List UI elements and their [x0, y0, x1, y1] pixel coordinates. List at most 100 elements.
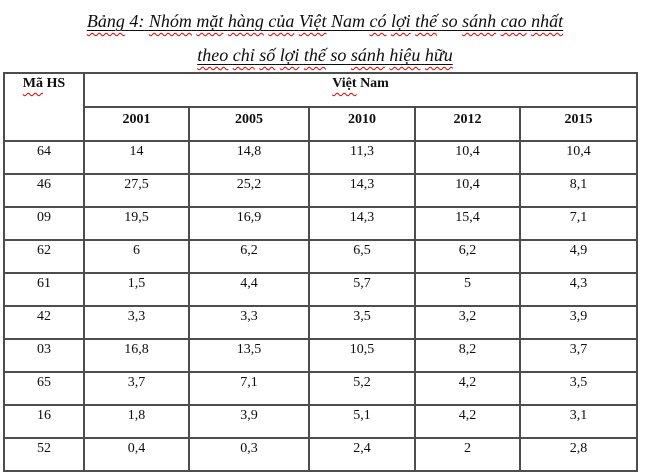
- year-header: 2001: [83, 106, 190, 142]
- hs-code-cell: 16: [3, 404, 85, 439]
- value-cell: 15,4: [414, 206, 521, 241]
- value-cell: 7,1: [188, 371, 310, 406]
- word: Mã: [22, 76, 44, 91]
- word: nhất: [531, 11, 564, 31]
- word: mặt: [196, 11, 224, 31]
- value-cell: 8,1: [518, 173, 639, 208]
- word: của: [268, 11, 295, 31]
- value-cell: 5,2: [308, 371, 416, 406]
- caption-line-1: Bảng 4: Nhóm mặt hàng của Việt Nam có lợ…: [0, 4, 650, 38]
- word: theo: [197, 45, 229, 65]
- value-cell: 6: [83, 239, 190, 274]
- word: so: [441, 11, 458, 31]
- value-cell: 5,1: [308, 404, 416, 439]
- value-cell: 3,9: [188, 404, 310, 439]
- value-cell: 10,5: [308, 338, 416, 373]
- table-row: 03 16,8 13,5 10,5 8,2 3,7: [3, 338, 639, 373]
- hs-code-cell: 46: [3, 173, 85, 208]
- value-cell: 14,3: [308, 173, 416, 208]
- caption-line-1-text: Bảng 4: Nhóm mặt hàng của Việt Nam có lợ…: [87, 11, 563, 31]
- hs-code-header: Mã HS: [3, 72, 85, 142]
- value-cell: 7,1: [518, 206, 639, 241]
- value-cell: 4,2: [414, 404, 521, 439]
- value-cell: 8,2: [414, 338, 521, 373]
- value-cell: 27,5: [83, 173, 190, 208]
- word: 4:: [129, 11, 145, 31]
- word: Bảng: [86, 11, 125, 31]
- value-cell: 3,5: [308, 305, 416, 340]
- value-cell: 14,8: [188, 140, 310, 175]
- value-cell: 13,5: [188, 338, 310, 373]
- word: chỉ: [232, 45, 255, 65]
- word: thế: [303, 45, 326, 65]
- table-row: 64 14 14,8 11,3 10,4 10,4: [3, 140, 639, 175]
- value-cell: 4,2: [414, 371, 521, 406]
- table-row: 62 6 6,2 6,5 6,2 4,9: [3, 239, 639, 274]
- word: số: [259, 45, 276, 65]
- value-cell: 2,8: [518, 437, 639, 472]
- value-cell: 3,7: [83, 371, 190, 406]
- hs-code-cell: 61: [3, 272, 85, 307]
- header-row-years: 2001 2005 2010 2012 2015: [4, 106, 639, 142]
- word: hàng: [227, 11, 264, 31]
- hs-code-cell: 09: [3, 206, 85, 241]
- word: Việt: [298, 11, 327, 31]
- value-cell: 6,2: [414, 239, 521, 274]
- value-cell: 4,3: [518, 272, 639, 307]
- value-cell: 16,9: [188, 206, 310, 241]
- value-cell: 2: [414, 437, 521, 472]
- value-cell: 6,2: [188, 239, 310, 274]
- value-cell: 19,5: [83, 206, 190, 241]
- rca-data-table: Mã HS Việt Nam 2001 2005 2010 2012 2015 …: [3, 72, 639, 472]
- table-body: 64 14 14,8 11,3 10,4 10,4 46 27,5 25,2 14,3 10,4 8,…: [3, 140, 639, 472]
- value-cell: 3,2: [414, 305, 521, 340]
- table-row: 52 0,4 0,3 2,4 2 2,8: [3, 437, 639, 472]
- value-cell: 10,4: [518, 140, 639, 175]
- table-row: 42 3,3 3,3 3,5 3,2 3,9: [3, 305, 639, 340]
- word: Nam: [360, 76, 389, 91]
- value-cell: 0,4: [83, 437, 190, 472]
- word: lợi: [279, 45, 300, 65]
- hs-code-cell: 42: [3, 305, 85, 340]
- value-cell: 10,4: [414, 173, 521, 208]
- table-caption: Bảng 4: Nhóm mặt hàng của Việt Nam có lợ…: [0, 0, 650, 72]
- value-cell: 5: [414, 272, 521, 307]
- value-cell: 4,4: [188, 272, 310, 307]
- value-cell: 11,3: [308, 140, 416, 175]
- value-cell: 3,7: [518, 338, 639, 373]
- value-cell: 3,3: [83, 305, 190, 340]
- value-cell: 4,9: [518, 239, 639, 274]
- year-header: 2005: [188, 106, 310, 142]
- word: lợi: [391, 11, 411, 31]
- value-cell: 3,1: [518, 404, 639, 439]
- word: Nhóm: [148, 11, 192, 31]
- word: HS: [46, 76, 66, 91]
- table-row: 16 1,8 3,9 5,1 4,2 3,1: [3, 404, 639, 439]
- word: so: [330, 45, 347, 65]
- table-row: 09 19,5 16,9 14,3 15,4 7,1: [3, 206, 639, 241]
- value-cell: 1,5: [83, 272, 190, 307]
- hs-code-cell: 65: [3, 371, 85, 406]
- year-header: 2015: [518, 106, 639, 142]
- table-row: 61 1,5 4,4 5,7 5 4,3: [3, 272, 639, 307]
- value-cell: 0,3: [188, 437, 310, 472]
- header-row-group: Mã HS Việt Nam: [3, 72, 639, 142]
- word: hữu: [424, 45, 453, 65]
- value-cell: 3,9: [518, 305, 639, 340]
- word: cao: [500, 11, 527, 31]
- word: thế: [415, 11, 438, 31]
- word: Việt: [332, 76, 357, 91]
- caption-line-2: theo chỉ số lợi thế so sánh hiệu hữu: [0, 38, 650, 72]
- word: sánh: [350, 45, 385, 65]
- value-cell: 3,3: [188, 305, 310, 340]
- year-header: 2010: [308, 106, 416, 142]
- hs-code-cell: 64: [3, 140, 85, 175]
- caption-line-2-text: theo chỉ số lợi thế so sánh hiệu hữu: [197, 45, 452, 65]
- hs-code-cell: 52: [3, 437, 85, 472]
- value-cell: 1,8: [83, 404, 190, 439]
- hs-code-cell: 03: [3, 338, 85, 373]
- word: sánh: [462, 11, 497, 31]
- word: hiệu: [389, 45, 421, 65]
- word: Nam: [331, 11, 366, 31]
